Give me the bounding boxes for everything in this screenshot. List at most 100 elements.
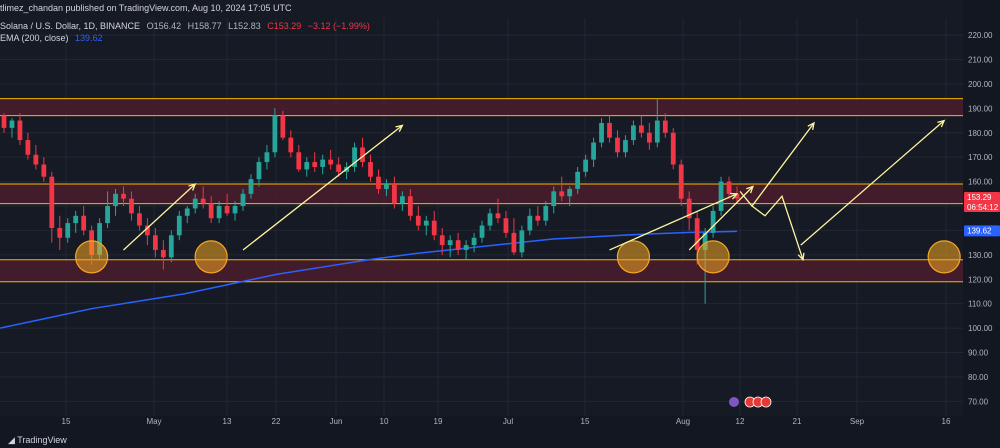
candle-body	[152, 235, 158, 250]
tradingview-logo[interactable]: ◢ TradingView	[8, 435, 67, 446]
candle-body	[591, 142, 596, 160]
ohlc-low: L152.83	[228, 21, 261, 31]
candle-body	[41, 164, 47, 177]
time-tick-label: Aug	[676, 417, 690, 426]
price-tick-label: 90.00	[968, 349, 989, 358]
ohlc-change: −3.12 (−1.99%)	[307, 21, 370, 31]
candle-body	[479, 225, 485, 238]
ema-polyline	[0, 230, 738, 329]
candle-body	[431, 220, 437, 236]
price-badge	[964, 225, 1000, 237]
trend-arrowhead	[188, 183, 197, 191]
candle-body	[623, 140, 628, 153]
price-tick-label: 100.00	[968, 324, 993, 333]
tradingview-brand: TradingView	[17, 435, 67, 445]
candle-body	[296, 152, 302, 170]
candle-body	[129, 198, 134, 214]
projection-down-path-head	[797, 252, 805, 262]
candle-body	[407, 196, 413, 216]
candle-body	[384, 184, 389, 189]
candle-body	[145, 225, 150, 236]
candle-body	[439, 235, 445, 246]
drawing-annotations	[75, 119, 961, 274]
price-tick-label: 190.00	[968, 104, 993, 113]
candle-body	[463, 245, 469, 250]
candle-body	[503, 218, 509, 233]
candle-body	[65, 223, 71, 238]
candle-body	[487, 213, 493, 226]
candle-body	[718, 181, 724, 211]
price-tick-label: 180.00	[968, 129, 993, 138]
candle-body	[224, 206, 230, 214]
candle-body	[670, 132, 676, 165]
candle-body	[607, 122, 612, 138]
candle-body	[615, 137, 620, 153]
candle-body	[49, 176, 55, 228]
candle-body	[33, 154, 39, 165]
footer-bar: ◢ TradingView	[0, 434, 1000, 448]
candle-body	[734, 193, 740, 199]
candle-body	[415, 215, 421, 226]
candle-body	[304, 162, 310, 170]
candle-body	[1, 115, 7, 128]
price-tick-label: 220.00	[968, 31, 993, 40]
candle-body	[168, 235, 174, 258]
candle-body	[639, 125, 644, 133]
candle-body	[559, 191, 565, 197]
candle-body	[256, 162, 262, 180]
candle-body	[726, 181, 732, 194]
candle-body	[97, 223, 102, 255]
candle-body	[73, 215, 79, 224]
ema-legend-label[interactable]: EMA (200, close)	[0, 33, 69, 43]
time-tick-label: Sep	[850, 417, 865, 426]
symbol-title[interactable]: Solana / U.S. Dollar, 1D, BINANCE	[0, 21, 141, 31]
time-tick-label: 10	[380, 417, 389, 426]
time-tick-label: 15	[581, 417, 590, 426]
candle-body	[232, 206, 238, 214]
projection-down-path	[751, 194, 804, 260]
price-tick-label: 210.00	[968, 56, 993, 65]
candle-body	[455, 240, 461, 250]
price-tick-label: 110.00	[968, 300, 992, 309]
price-tick-label: 130.00	[968, 251, 993, 260]
candle-body	[543, 206, 549, 221]
candle-body	[280, 115, 286, 138]
candle-body	[631, 125, 636, 141]
candle-body	[9, 120, 15, 128]
time-tick-label: 21	[793, 417, 802, 426]
trend-arrowhead	[395, 124, 404, 133]
candle-body	[320, 159, 326, 167]
price-badge-countdown: 06:54:12	[967, 203, 999, 212]
lightning-icon	[729, 397, 739, 407]
ohlc-close: C153.29	[267, 21, 302, 31]
candle-body	[447, 240, 453, 246]
ohlc-high: H158.77	[187, 21, 222, 31]
candle-body	[328, 159, 334, 165]
candle-body	[352, 147, 357, 167]
candle-body	[105, 206, 110, 224]
candle-body	[527, 215, 533, 231]
economic-events	[729, 396, 772, 408]
price-axis: 220.00 210.00 200.00 190.00 180.00 170.00 160.…	[963, 0, 1000, 434]
price-axis-bg	[963, 0, 1000, 434]
price-tick-label: 70.00	[968, 397, 989, 406]
candle-body	[599, 122, 604, 143]
candle-body	[535, 215, 541, 221]
trend-arrow	[609, 193, 738, 251]
ema-line	[0, 230, 738, 329]
time-tick-label: 15	[62, 417, 71, 426]
time-tick-label: 12	[736, 417, 745, 426]
tradingview-logo-icon: ◢	[8, 435, 18, 445]
candle-body	[216, 206, 222, 219]
projection-up-path-head	[807, 121, 815, 130]
price-tick-label: 160.00	[968, 178, 993, 187]
candle-body	[654, 120, 660, 143]
candle-body	[519, 230, 525, 253]
candle-body	[336, 164, 342, 172]
trend-arrowhead	[746, 185, 754, 194]
candle-body	[81, 215, 87, 231]
time-tick-label: 16	[942, 417, 951, 426]
published-line: tlimez_chandan published on TradingView.…	[0, 3, 296, 13]
